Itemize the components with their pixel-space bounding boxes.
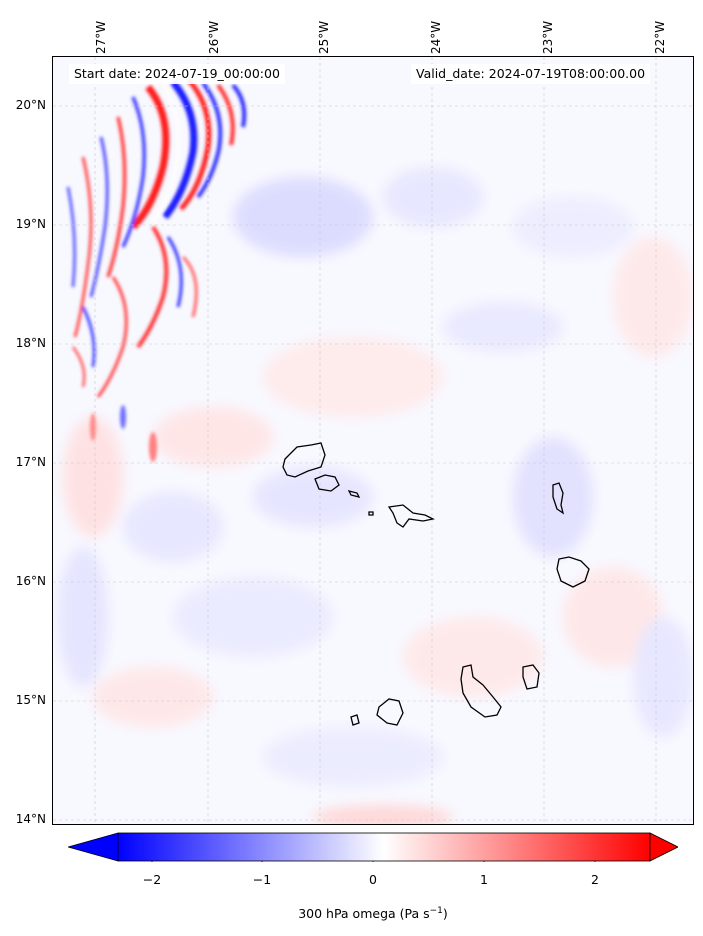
lon-label-27w: 27°W [94,20,108,54]
colorbar-tick-minus-1: −1 [252,872,272,887]
island-santa-luzia [347,490,361,498]
lon-label-24w: 24°W [429,20,443,54]
island-sao-nicolau [387,504,435,528]
lon-label-23w: 23°W [541,20,555,54]
colorbar-label-exponent: −1 [429,906,443,916]
lat-label-15n: 15°N [15,693,46,707]
colorbar-label: 300 hPa omega (Pa s−1) [0,906,703,921]
colorbar [68,832,678,862]
lat-label-14n: 14°N [15,812,46,826]
northwest-wave-region [66,77,247,462]
colorbar-label-end: ) [442,906,448,922]
colorbar-tick-2: 2 [591,872,599,887]
start-date-label: Start date: 2024-07-19_00:00:00 [69,64,285,84]
lat-label-20n: 20°N [15,98,46,112]
colorbar-low-arrow [68,832,119,862]
island-maio [522,664,540,690]
island-santo-antao [282,442,326,478]
island-fogo [376,698,404,726]
lon-label-25w: 25°W [317,20,331,54]
map-panel[interactable] [52,56,694,825]
broad-field-patches [58,167,693,824]
colorbar-tick-1: 1 [480,872,488,887]
colorbar-label-text: 300 hPa omega (Pa s [298,906,430,922]
lat-label-18n: 18°N [15,336,46,350]
omega-field-map [53,57,693,824]
colorbar-tick-0: 0 [369,872,377,887]
island-raso [368,511,374,516]
colorbar-tick-minus-2: −2 [142,872,162,887]
island-sao-vicente [314,474,340,492]
lat-label-19n: 19°N [15,217,46,231]
lon-label-26w: 26°W [207,20,221,54]
island-coastlines [282,442,590,726]
lat-label-17n: 17°N [15,455,46,469]
island-brava [350,714,360,726]
island-sal [552,482,565,515]
gridlines [53,57,693,824]
colorbar-gradient [117,832,651,862]
colorbar-high-arrow [649,832,678,862]
island-santiago [460,664,502,718]
lat-label-16n: 16°N [15,574,46,588]
valid-date-label: Valid_date: 2024-07-19T08:00:00.00 [411,64,651,84]
lon-label-22w: 22°W [653,20,667,54]
island-boa-vista [556,556,590,588]
